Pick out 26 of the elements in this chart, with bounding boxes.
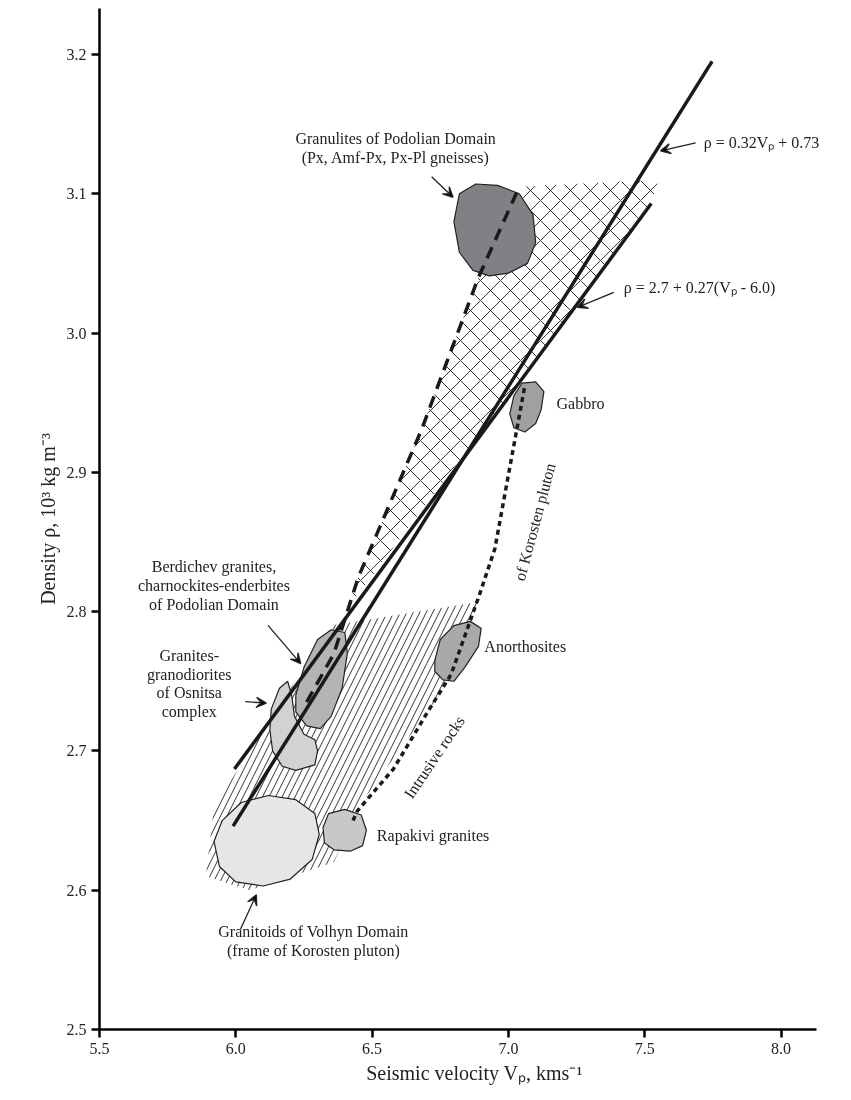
annotation: Granulites of Podolian Domain (Px, Amf-Px, Px-Pl gneisses)	[295, 129, 496, 167]
y-tick-label: 2.8	[66, 603, 87, 621]
annotation: ρ = 0.32Vₚ + 0.73	[703, 134, 820, 153]
x-tick-label: 7.5	[634, 1039, 655, 1057]
annotation: ρ = 2.7 + 0.27(Vₚ - 6.0)	[623, 278, 776, 297]
y-tick-label: 2.5	[66, 1021, 87, 1038]
annotation: of Korosten pluton	[510, 461, 560, 583]
x-tick-label: 5.5	[89, 1039, 110, 1057]
x-tick-label: 6.0	[225, 1039, 246, 1057]
annotation: Granites- granodiorites of Osnitsa complex	[147, 647, 232, 722]
annotation: Anorthosites	[484, 637, 567, 655]
annotation: Gabbro	[556, 395, 605, 413]
x-tick-label: 7.0	[498, 1039, 519, 1057]
y-tick-label: 3.0	[66, 324, 87, 342]
x-tick-label: 8.0	[771, 1039, 792, 1057]
annotation: Granitoids of Volhyn Domain (frame of Korosten pluton)	[218, 923, 409, 961]
y-axis-title: Density ρ, 10³ kg m⁻³	[36, 433, 60, 605]
annotation: Rapakivi granites	[376, 826, 490, 845]
x-axis-title: Seismic velocity Vₚ, kms⁻¹	[366, 1061, 583, 1085]
y-tick-label: 3.2	[66, 45, 87, 63]
y-tick-label: 2.9	[66, 463, 87, 481]
x-tick-label: 6.5	[362, 1039, 383, 1057]
y-tick-label: 2.6	[66, 881, 87, 899]
annotation: Berdichev granites, charnockites-enderbites of Podolian Domain	[138, 558, 290, 613]
y-tick-label: 3.1	[66, 185, 87, 203]
y-tick-label: 2.7	[66, 742, 87, 760]
